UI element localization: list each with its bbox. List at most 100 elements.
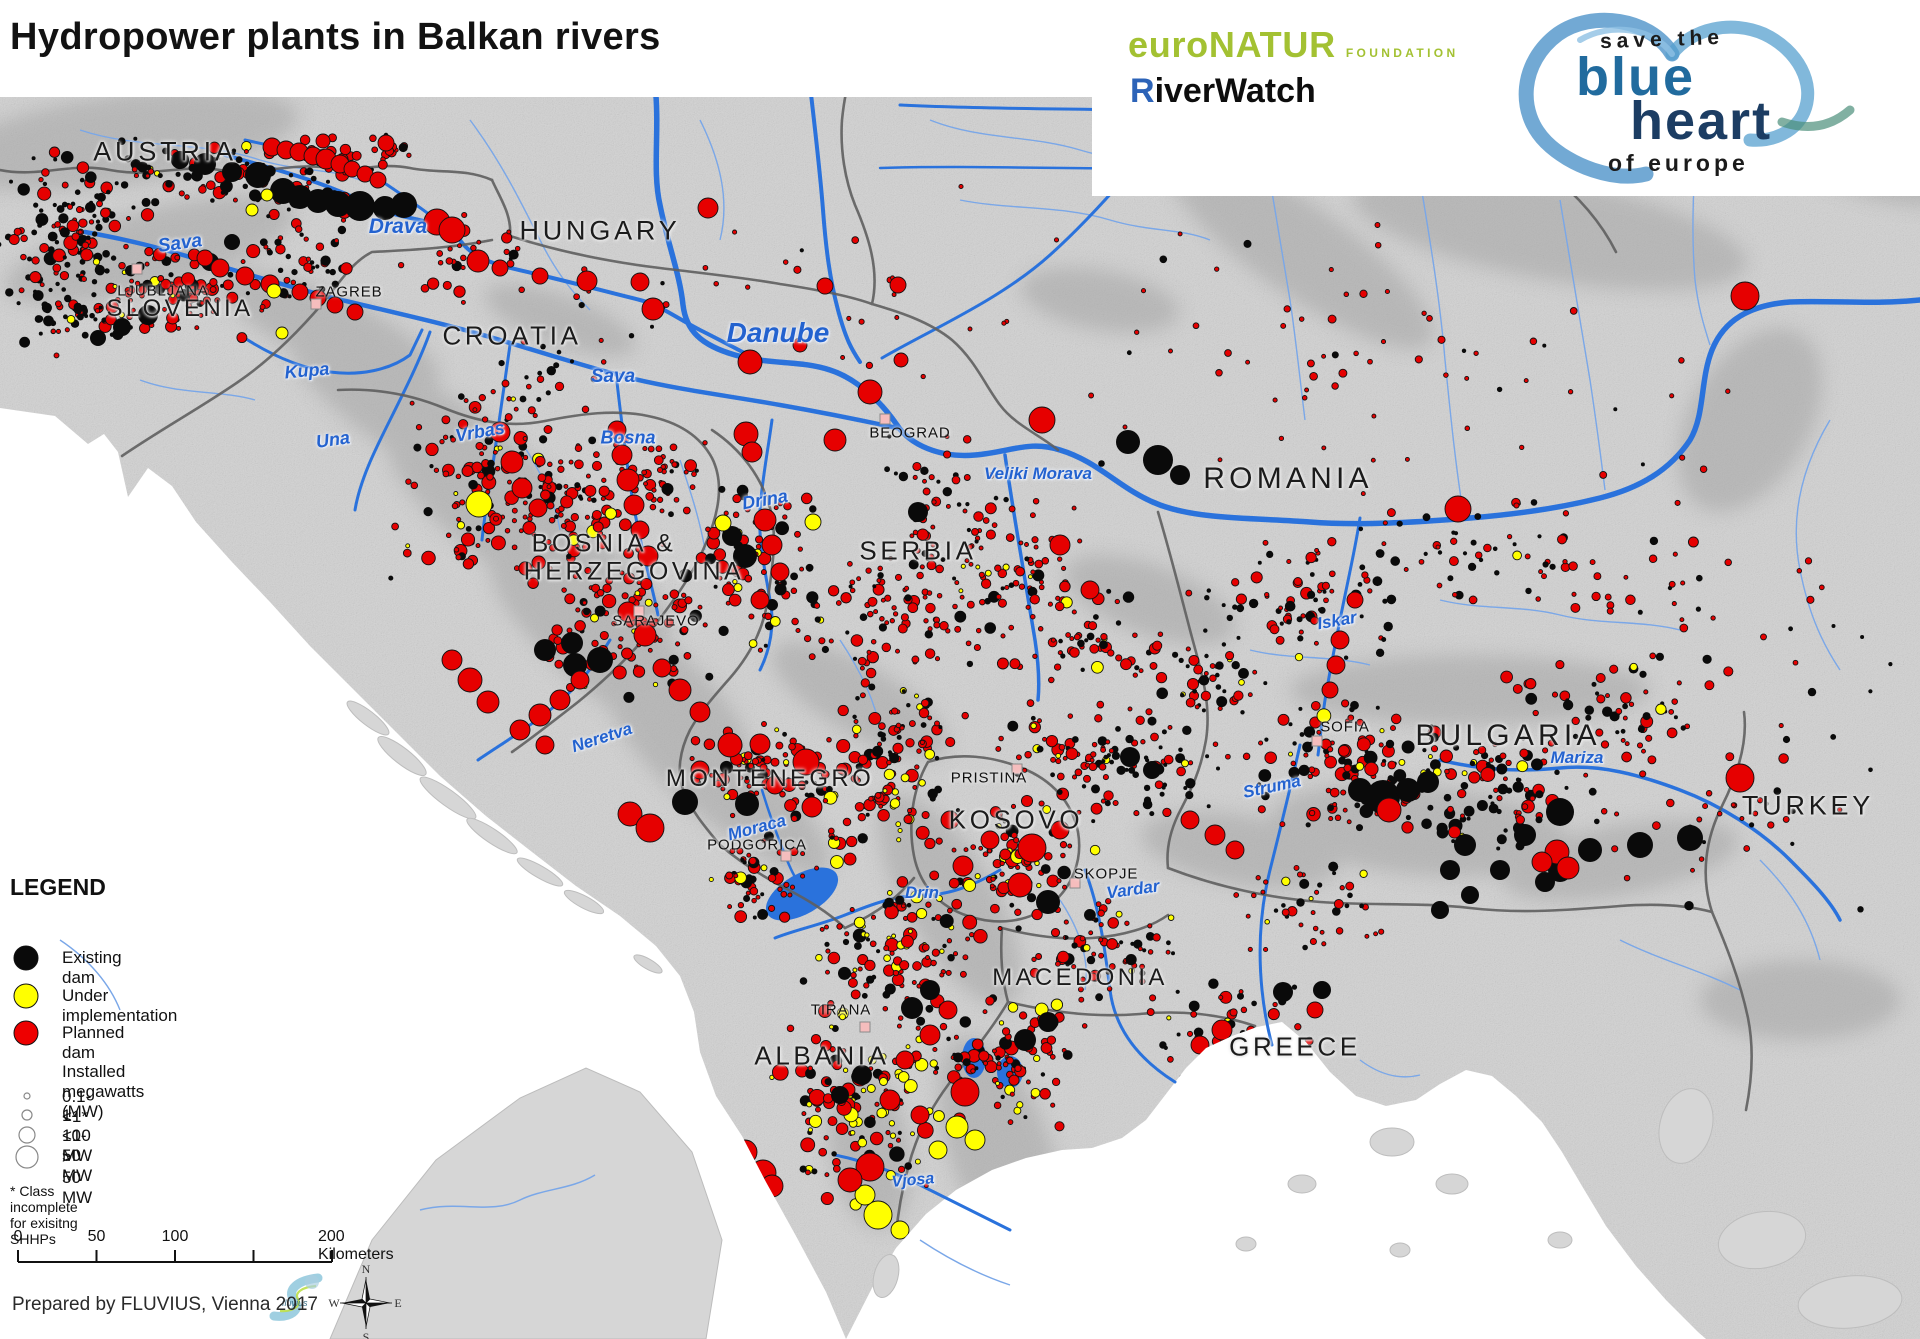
- dam-dot: [1176, 1032, 1181, 1037]
- dam-dot: [1296, 898, 1305, 907]
- dam-dot: [1640, 462, 1645, 467]
- dam-dot: [1347, 714, 1355, 722]
- dam-dot: [732, 578, 738, 585]
- dam-dot: [259, 303, 266, 310]
- dam-dot: [967, 543, 974, 550]
- dam-dot: [1367, 358, 1373, 365]
- dam-dot: [1778, 753, 1789, 764]
- dam-dot: [1301, 395, 1308, 401]
- dam-dot: [939, 914, 954, 928]
- dam-dot: [919, 739, 925, 745]
- dam-dot: [1147, 716, 1157, 726]
- dam-dot: [1233, 892, 1240, 898]
- dam-dot: [472, 407, 478, 413]
- dam-dot: [1567, 389, 1574, 395]
- dam-dot: [653, 618, 659, 624]
- dam-dot: [1001, 320, 1007, 326]
- dam-dot: [973, 511, 984, 522]
- dam-dot: [53, 352, 60, 359]
- dam-dot: [1381, 541, 1387, 547]
- dam-dot: [494, 465, 501, 472]
- dam-dot: [925, 556, 931, 561]
- dam-dot: [1139, 970, 1146, 977]
- dam-dot: [918, 707, 930, 719]
- dam-dot: [1542, 561, 1549, 568]
- dam-dot: [162, 306, 167, 312]
- dam-dot: [824, 1078, 832, 1086]
- dam-dot: [935, 894, 943, 903]
- dam-dot: [912, 529, 919, 536]
- dam-dot: [1180, 1115, 1191, 1126]
- dam-dot: [527, 406, 536, 415]
- dam-dot: [1698, 856, 1705, 862]
- dam-dot: [656, 496, 664, 503]
- dam-dot: [1180, 1128, 1194, 1142]
- dam-dot: [166, 311, 180, 325]
- dam-dot: [1139, 978, 1146, 985]
- dam-dot: [1227, 1126, 1242, 1141]
- dam-dot: [770, 562, 790, 582]
- dam-dot: [38, 331, 43, 336]
- dam-dot: [520, 337, 528, 345]
- dam-dot: [1025, 1079, 1031, 1085]
- credit-text: Prepared by FLUVIUS, Vienna 2017: [12, 1294, 318, 1315]
- dam-dot: [1015, 754, 1022, 761]
- dam-dot: [576, 270, 598, 292]
- dam-dot: [1313, 640, 1319, 646]
- dam-dot: [209, 278, 218, 287]
- dam-dot: [855, 696, 860, 701]
- dam-dot: [826, 737, 832, 743]
- dam-dot: [1643, 689, 1649, 695]
- dam-dot: [882, 788, 888, 794]
- dam-dot: [235, 156, 243, 164]
- dam-dot: [1163, 754, 1174, 765]
- dam-dot: [1496, 846, 1501, 851]
- dam-dot: [47, 231, 58, 242]
- dam-dot: [1447, 575, 1454, 582]
- dam-dot: [982, 517, 990, 524]
- dam-dot: [946, 1036, 951, 1042]
- dam-dot: [1057, 650, 1063, 656]
- dam-dot: [481, 416, 489, 423]
- dam-dot: [1496, 763, 1508, 775]
- dam-dot: [1102, 774, 1109, 781]
- dam-dot: [1242, 752, 1251, 761]
- dam-dot: [857, 379, 883, 405]
- dam-dot: [882, 990, 891, 999]
- dam-dot: [220, 179, 233, 193]
- dam-dot: [1277, 713, 1290, 726]
- dam-dot: [653, 602, 659, 608]
- dam-dot: [930, 524, 936, 530]
- dam-dot: [52, 202, 57, 208]
- dam-dot: [1257, 1086, 1263, 1092]
- dam-dot: [1238, 989, 1244, 995]
- dam-dot: [1225, 840, 1245, 860]
- dam-dot: [757, 773, 762, 778]
- dam-dot: [880, 736, 887, 742]
- dam-dot: [585, 473, 591, 479]
- dam-dot: [722, 526, 742, 546]
- dam-dot: [997, 926, 1003, 931]
- dam-dot: [94, 308, 101, 314]
- dam-dot: [943, 450, 952, 459]
- dam-dot: [914, 764, 920, 770]
- dam-dot: [1502, 776, 1508, 782]
- dam-dot: [617, 644, 623, 650]
- dam-dot: [1488, 794, 1493, 800]
- dam-dot: [1773, 787, 1782, 795]
- dam-dot: [1306, 1001, 1324, 1019]
- dam-dot: [1105, 739, 1111, 745]
- dam-dot: [1041, 557, 1050, 565]
- dam-dot: [799, 977, 808, 985]
- dam-dot: [485, 537, 491, 543]
- dam-dot: [783, 501, 792, 511]
- dam-dot: [522, 514, 528, 520]
- dam-dot: [923, 1183, 929, 1189]
- dam-dot: [1696, 816, 1703, 823]
- dam-dot: [874, 1101, 880, 1107]
- dam-dot: [268, 208, 280, 220]
- dam-dot: [124, 155, 132, 163]
- dam-dot: [137, 161, 149, 173]
- dam-dot: [546, 366, 556, 376]
- dam-dot: [904, 1162, 912, 1170]
